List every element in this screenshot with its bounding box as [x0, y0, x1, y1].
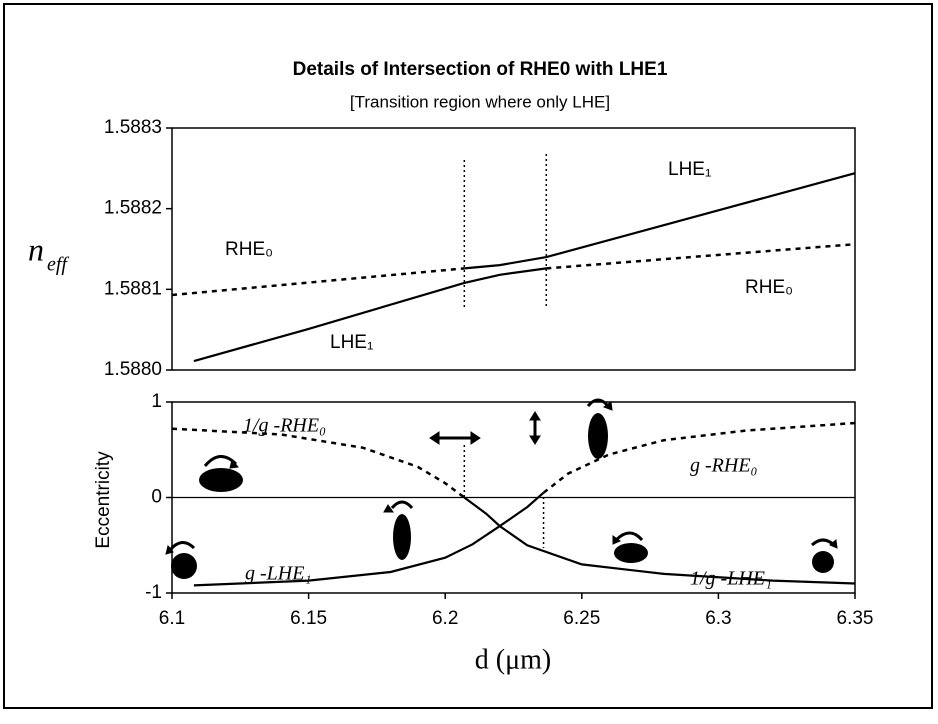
y-tick-label: 1.5883 [104, 117, 162, 138]
data-line [193, 491, 545, 587]
x-axis-label: d (μm) [475, 644, 551, 675]
x-tick-label: 6.2 [432, 608, 458, 629]
data-line [171, 427, 466, 499]
annotation: 1/g -RHE₀ [243, 415, 326, 437]
y-axis-label: Eccentricity [93, 451, 114, 549]
y-tick-label: 1.5881 [104, 278, 162, 299]
data-line [546, 242, 856, 270]
y-tick-label: -1 [145, 582, 162, 603]
annotation: RHE₀ [225, 239, 273, 260]
data-line [193, 267, 547, 363]
annotation: LHE₁ [330, 332, 373, 353]
data-line [171, 267, 465, 297]
x-tick-label: 6.15 [290, 608, 327, 629]
y-tick-label: 1.5880 [104, 359, 162, 380]
chart-title: Details of Intersection of RHE0 with LHE… [293, 59, 668, 80]
annotation: g -LHE₁ [245, 563, 311, 585]
annotation: 1/g -LHE₁ [690, 568, 772, 590]
chart-subtitle: [Transition region where only LHE] [350, 92, 610, 111]
data-line [464, 172, 856, 270]
annotation: g -RHE₀ [690, 455, 758, 477]
x-tick-label: 6.25 [563, 608, 600, 629]
frame [3, 3, 933, 709]
annotation: RHE₀ [745, 277, 793, 298]
data-line [463, 496, 856, 585]
plot-area [171, 127, 856, 371]
y-tick-label: 1 [151, 391, 162, 412]
y-tick-label: 0 [151, 487, 162, 508]
x-tick-label: 6.3 [705, 608, 731, 629]
y-axis-label-subscript: eff [47, 254, 69, 276]
y-tick-label: 1.5882 [104, 198, 162, 219]
x-tick-label: 6.1 [159, 608, 185, 629]
y-axis-label: n [28, 231, 44, 267]
annotation: LHE₁ [668, 159, 711, 180]
x-tick-label: 6.35 [837, 608, 874, 629]
data-line [542, 421, 856, 494]
